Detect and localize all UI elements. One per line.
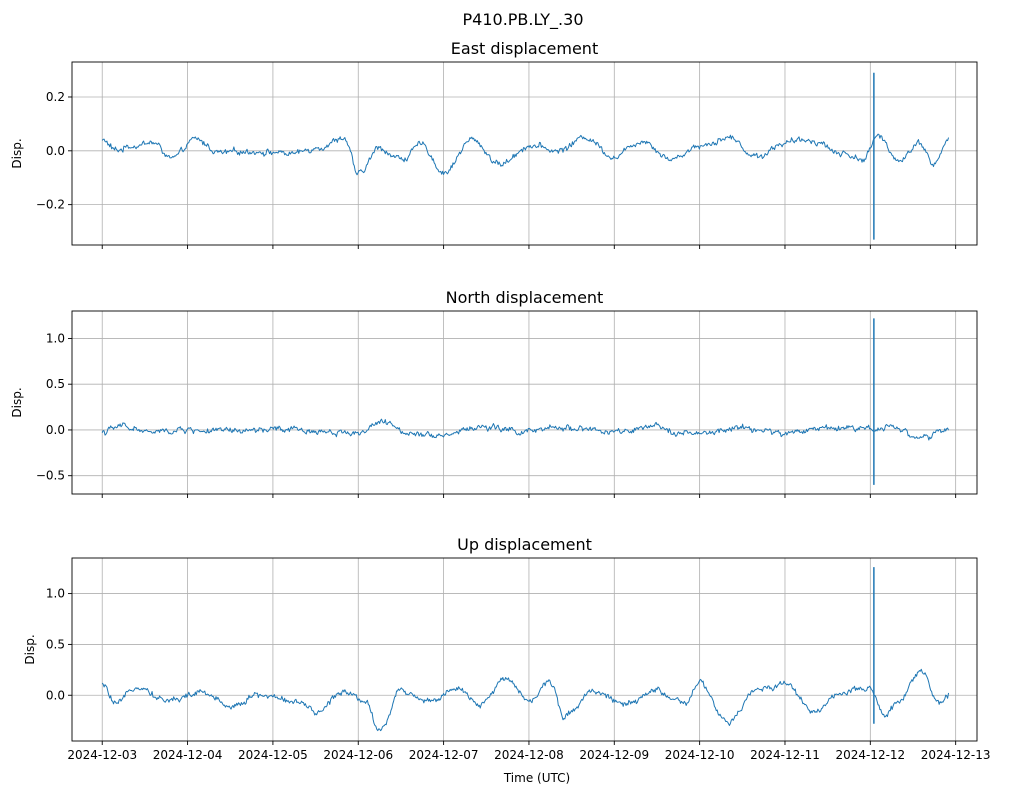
x-axis-label: Time (UTC): [503, 771, 570, 785]
north-subplot: 1.0 0.5 0.0 −0.5 North displacement Disp.: [10, 288, 978, 498]
up-ytick-label-2: 0.0: [46, 688, 65, 702]
up-xtick-label-10: 2024-12-13: [921, 748, 991, 762]
up-xtick-label-5: 2024-12-08: [494, 748, 564, 762]
north-panel-title: North displacement: [446, 288, 604, 307]
up-xtick-label-2: 2024-12-05: [238, 748, 308, 762]
east-ytick-label-1: 0.0: [46, 144, 65, 158]
up-xtick-label-1: 2024-12-04: [153, 748, 223, 762]
subplot-panels: 0.2 0.0 −0.2 East displacement Disp. 1.0 0.5 0.…: [10, 39, 991, 762]
up-y-axis-label: Disp.: [23, 634, 37, 664]
up-series-line: [101, 668, 950, 732]
up-xtick-label-7: 2024-12-10: [665, 748, 735, 762]
east-ytick-label-0: 0.2: [46, 90, 65, 104]
east-panel-title: East displacement: [451, 39, 598, 58]
up-xtick-label-8: 2024-12-11: [750, 748, 820, 762]
east-y-axis-label: Disp.: [10, 138, 24, 168]
north-ytick-label-2: 0.0: [46, 423, 65, 437]
north-ytick-label-1: 0.5: [46, 377, 65, 391]
east-series-line: [101, 133, 950, 176]
north-ytick-label-3: −0.5: [36, 469, 65, 483]
up-panel-title: Up displacement: [457, 535, 592, 554]
up-xtick-label-4: 2024-12-07: [409, 748, 479, 762]
up-xtick-label-0: 2024-12-03: [67, 748, 137, 762]
north-y-axis-label: Disp.: [10, 387, 24, 417]
up-xtick-label-3: 2024-12-06: [323, 748, 393, 762]
east-subplot: 0.2 0.0 −0.2 East displacement Disp.: [10, 39, 978, 249]
up-subplot: 1.0 0.5 0.0 2024-12-03 2024-12-04 2024-12-05 2…: [23, 535, 991, 762]
up-xtick-label-6: 2024-12-09: [579, 748, 649, 762]
up-ytick-label-1: 0.5: [46, 637, 65, 651]
north-series-line: [101, 418, 950, 441]
north-ytick-label-0: 1.0: [46, 331, 65, 345]
up-xtick-label-9: 2024-12-12: [835, 748, 905, 762]
up-ytick-label-0: 1.0: [46, 587, 65, 601]
figure-suptitle: P410.PB.LY_.30: [463, 10, 584, 30]
east-axes-frame: [71, 61, 978, 246]
north-axes-frame: [71, 310, 978, 495]
east-ytick-label-2: −0.2: [36, 198, 65, 212]
up-axes-frame: [71, 557, 978, 742]
